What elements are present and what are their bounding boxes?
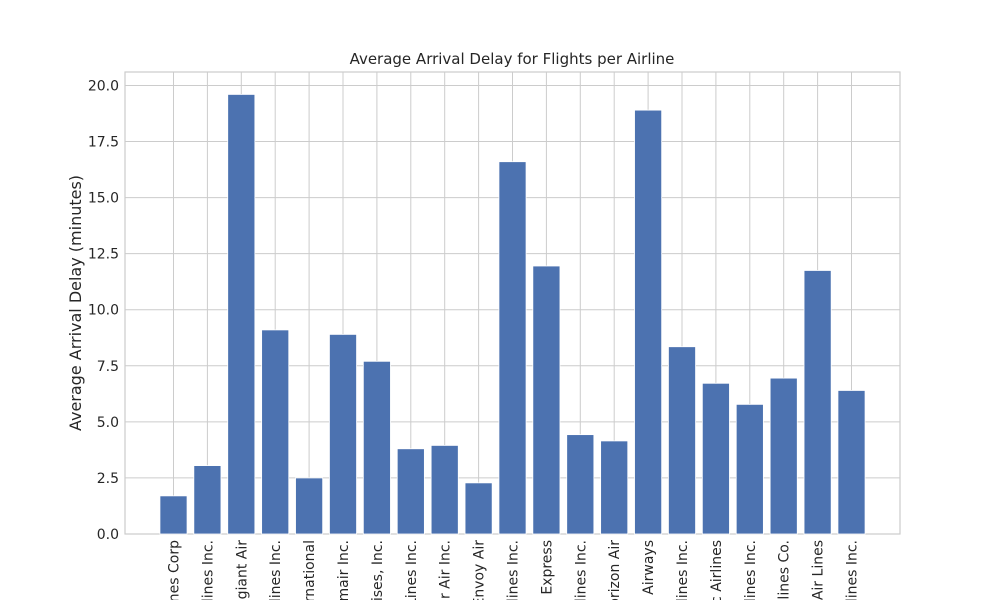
x-tick-labels: nes Corp lines Inc. egiant Air lines Inc. er…	[167, 540, 861, 600]
x-tick-label: ernational	[302, 540, 318, 600]
y-tick-label: 0.0	[97, 527, 119, 543]
bars	[159, 94, 866, 535]
y-axis-label: Average Arrival Delay (minutes)	[66, 175, 85, 431]
x-tick-label: ises, Inc.	[370, 540, 386, 600]
x-tick-label: lines Inc.	[573, 540, 589, 600]
bar	[396, 448, 425, 535]
bar	[464, 482, 493, 535]
bar	[159, 495, 188, 535]
bar	[193, 465, 222, 535]
bar	[498, 161, 527, 535]
y-tick-label: 10.0	[88, 303, 119, 319]
x-tick-label: egiant Air	[234, 540, 250, 600]
x-tick-label: nes Corp	[167, 540, 183, 600]
y-tick-label: 5.0	[97, 415, 119, 431]
bar	[769, 377, 798, 535]
y-tick-labels: 0.0 2.5 5.0 7.5 10.0 12.5 15.0 17.5 20.0	[88, 78, 119, 543]
x-tick-label: nmair Inc.	[336, 540, 352, 600]
x-tick-label: lines Inc.	[743, 540, 759, 600]
x-tick-label: Lines Inc.	[404, 540, 420, 600]
bar	[227, 94, 256, 535]
bar	[329, 333, 357, 535]
bar	[803, 270, 832, 535]
x-tick-label: c Airlines	[709, 540, 725, 600]
x-tick-label: Envoy Air	[472, 540, 488, 600]
bar	[362, 360, 391, 535]
x-tick-label: e Airways	[641, 540, 657, 600]
chart-title: Average Arrival Delay for Flights per Ai…	[350, 50, 675, 68]
bar	[566, 434, 595, 535]
bar	[701, 382, 730, 535]
x-tick-label: lines Inc.	[506, 540, 522, 600]
y-tick-label: 2.5	[97, 471, 119, 487]
x-tick-label: lines Co.	[777, 540, 793, 600]
x-tick-label: lines Inc.	[845, 540, 861, 600]
x-tick-label: lines Inc.	[200, 540, 216, 600]
bar	[532, 265, 561, 535]
x-tick-label: Air Lines	[811, 540, 827, 600]
y-tick-label: 12.5	[88, 247, 119, 263]
y-tick-label: 7.5	[97, 359, 119, 375]
bar	[837, 390, 866, 535]
y-tick-label: 20.0	[88, 78, 119, 94]
x-tick-label: Express	[539, 540, 555, 595]
x-tick-label: orizon Air	[607, 540, 623, 600]
bar	[295, 477, 324, 535]
bar	[634, 109, 663, 535]
bar	[430, 445, 459, 535]
y-tick-label: 15.0	[88, 191, 119, 207]
x-tick-label: lines Inc.	[675, 540, 691, 600]
bar	[600, 440, 629, 535]
bar	[261, 329, 290, 535]
bar	[735, 403, 764, 535]
x-tick-label: lines Inc.	[268, 540, 284, 600]
bar	[668, 346, 696, 535]
y-tick-label: 17.5	[88, 135, 119, 151]
x-tick-label: r Air Inc.	[438, 540, 454, 599]
